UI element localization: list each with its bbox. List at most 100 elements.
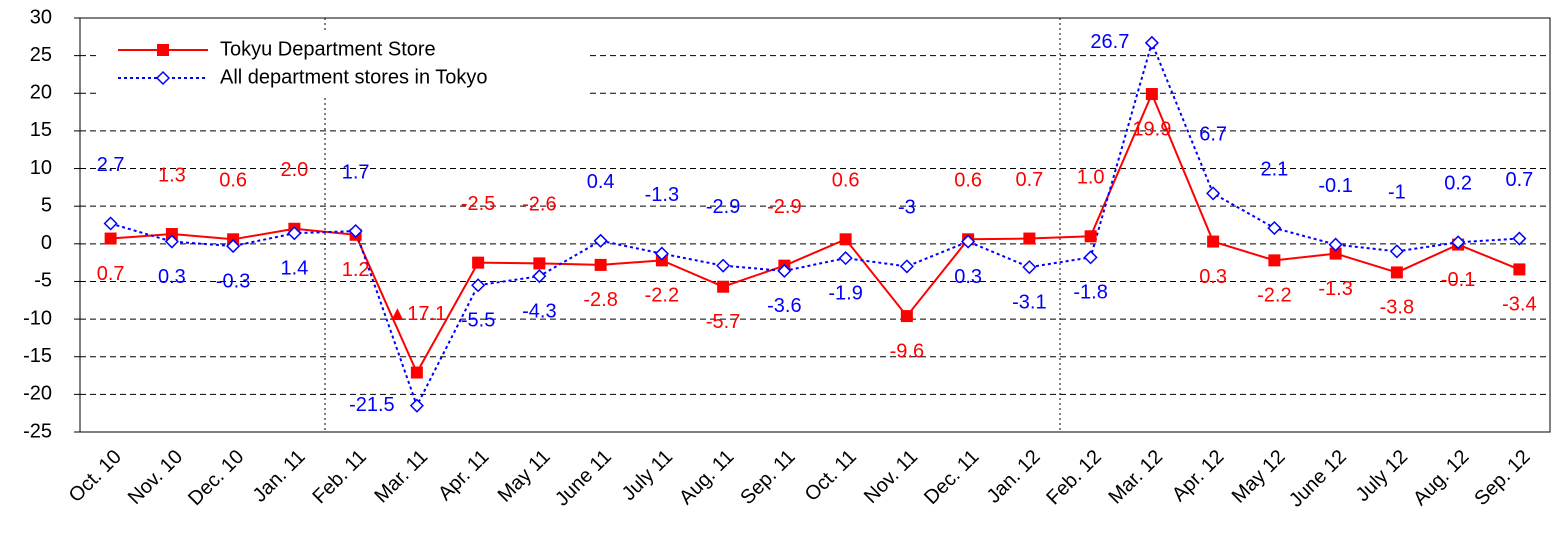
x-tick-label: June 12 — [1285, 446, 1351, 512]
data-label: -2.8 — [583, 289, 617, 311]
data-label: 0.4 — [587, 171, 615, 193]
data-label: -2.9 — [706, 196, 740, 218]
x-tick-label: Sep. 11 — [736, 446, 799, 509]
data-label: -1.9 — [828, 282, 862, 304]
x-tick-label: Dec. 10 — [184, 446, 248, 510]
x-tick-label: Oct. 11 — [801, 446, 861, 506]
data-label: -3.1 — [1012, 291, 1046, 313]
x-tick-label: Nov. 11 — [860, 446, 922, 508]
y-tick-label: 30 — [30, 6, 52, 28]
data-label: 1.0 — [1077, 167, 1105, 189]
data-label: -2.5 — [461, 193, 495, 215]
marker — [471, 278, 486, 293]
series-line — [110, 91, 1520, 375]
data-label: 2.1 — [1260, 158, 1288, 180]
marker — [1144, 35, 1159, 50]
x-tick-label: Mar. 11 — [370, 446, 432, 508]
marker — [409, 398, 424, 413]
y-tick-label: 20 — [30, 82, 52, 104]
data-label: -3.6 — [767, 295, 801, 317]
data-label: 1.4 — [280, 258, 308, 280]
marker — [1268, 254, 1281, 267]
marker — [533, 257, 546, 270]
marker — [1083, 250, 1098, 265]
legend-box — [100, 30, 590, 96]
x-tick-label: May 12 — [1228, 446, 1290, 508]
marker — [1207, 235, 1220, 248]
x-tick-label: July 12 — [1352, 446, 1412, 506]
x-tick-label: July 11 — [618, 446, 677, 505]
y-tick-label: -5 — [34, 270, 52, 292]
data-label: -9.6 — [890, 340, 924, 362]
data-label: 6.7 — [1199, 124, 1227, 146]
data-label: ▲17.1 — [388, 303, 447, 325]
marker — [532, 269, 547, 284]
y-tick-label: 10 — [30, 157, 52, 179]
y-tick-label: 5 — [41, 194, 52, 216]
marker — [1022, 260, 1037, 275]
data-label: -3 — [898, 197, 916, 219]
data-label: 0.7 — [1015, 169, 1043, 191]
x-tick-label: May 11 — [494, 446, 555, 507]
y-tick-label: -20 — [23, 383, 52, 405]
marker — [839, 233, 852, 246]
marker — [838, 251, 853, 266]
marker — [103, 216, 118, 231]
marker — [899, 259, 914, 274]
marker — [1206, 186, 1221, 201]
marker — [1328, 237, 1343, 252]
data-label: 0.6 — [832, 170, 860, 192]
data-label: -5.7 — [706, 311, 740, 333]
marker — [1513, 263, 1526, 276]
data-label: 0.6 — [954, 170, 982, 192]
plot-frame — [79, 17, 1551, 433]
data-label: -5.5 — [461, 309, 495, 331]
marker — [1084, 230, 1097, 243]
data-label: 1.2 — [342, 259, 370, 281]
data-label: 0.2 — [1444, 173, 1472, 195]
marker — [1329, 247, 1342, 260]
x-tick-label: Apr. 11 — [434, 446, 493, 505]
data-label: -1 — [1388, 182, 1406, 204]
x-tick-label: Aug. 12 — [1409, 446, 1473, 510]
marker — [157, 44, 169, 56]
legend-label: Tokyu Department Store — [220, 38, 436, 60]
data-label: -21.5 — [349, 394, 395, 416]
legend-label: All department stores in Tokyo — [220, 66, 488, 88]
marker — [594, 258, 607, 271]
x-tick-label: June 11 — [551, 446, 616, 511]
data-label: 0.3 — [954, 266, 982, 288]
y-tick-label: 15 — [30, 119, 52, 141]
y-tick-label: -15 — [23, 345, 52, 367]
marker — [287, 226, 302, 241]
marker — [593, 233, 608, 248]
marker — [164, 234, 179, 249]
data-label: 0.7 — [1505, 169, 1533, 191]
data-label: -3.8 — [1380, 297, 1414, 319]
data-label: -2.2 — [1257, 285, 1291, 307]
data-label: 0.7 — [97, 263, 125, 285]
y-tick-label: -10 — [23, 307, 52, 329]
data-label: 0.3 — [1199, 266, 1227, 288]
data-label: 19.9 — [1132, 118, 1171, 140]
marker — [226, 239, 241, 254]
data-label: 1.3 — [158, 164, 186, 186]
data-label: 1.7 — [342, 161, 370, 183]
data-label: -2.2 — [645, 285, 679, 307]
x-tick-label: Jan. 11 — [249, 446, 310, 507]
x-tick-label: Sep. 12 — [1470, 446, 1534, 510]
data-label: -1.3 — [645, 184, 679, 206]
marker — [654, 246, 669, 261]
data-label: 2.0 — [280, 159, 308, 181]
data-label: -0.3 — [216, 270, 250, 292]
data-label: 2.7 — [97, 154, 125, 176]
data-label: 0.6 — [219, 170, 247, 192]
x-tick-label: Nov. 10 — [124, 446, 187, 509]
data-label: -1.3 — [1318, 278, 1352, 300]
data-label: 26.7 — [1090, 31, 1129, 53]
y-tick-label: 0 — [41, 232, 52, 254]
data-label: 0.3 — [158, 266, 186, 288]
x-tick-label: Dec. 11 — [920, 446, 983, 509]
data-label: -2.6 — [522, 194, 556, 216]
